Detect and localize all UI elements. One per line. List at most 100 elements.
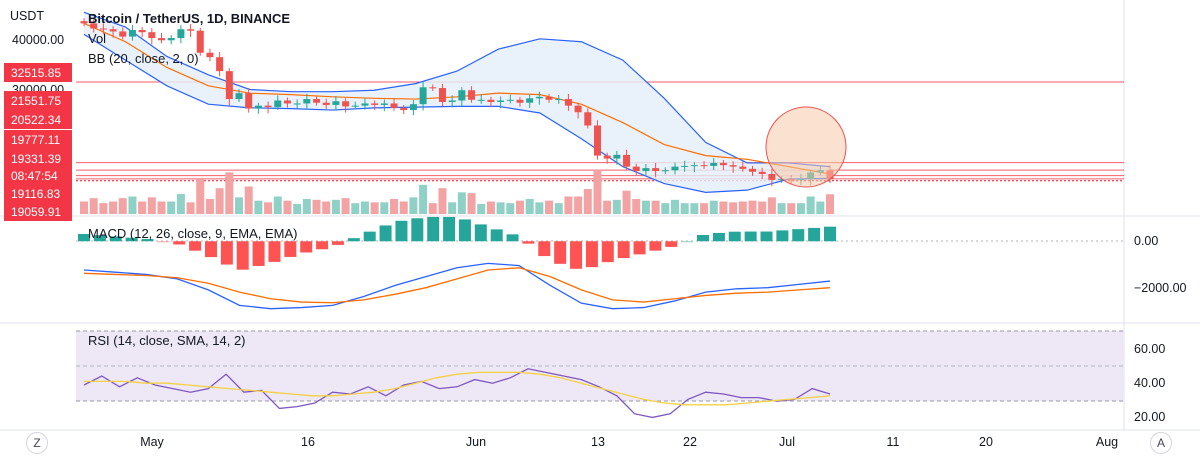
- volume-bar: [477, 204, 486, 214]
- volume-bar: [351, 203, 360, 214]
- candle-body: [187, 29, 195, 31]
- macd-histogram-bar: [204, 241, 217, 258]
- zoom-z-button[interactable]: Z: [26, 432, 48, 454]
- price-tag-bg: [4, 91, 72, 110]
- price-tag-bg: [4, 184, 72, 203]
- candle-body: [448, 100, 456, 102]
- candle-body: [322, 102, 330, 105]
- macd-histogram-bar: [458, 219, 471, 242]
- candle-body: [555, 99, 563, 101]
- macd-histogram-bar: [78, 233, 90, 242]
- candle-body: [158, 38, 166, 41]
- macd-histogram-bar: [490, 229, 503, 242]
- volume-bar: [709, 200, 718, 214]
- macd-signal-line: [83, 267, 831, 304]
- macd-histogram-bar: [760, 231, 773, 242]
- candle-body: [99, 28, 107, 30]
- candle-body: [128, 29, 136, 37]
- bb-fill: [84, 12, 830, 193]
- candle-body: [303, 99, 311, 104]
- volume-bar: [128, 196, 137, 214]
- volume-bar: [312, 199, 321, 214]
- volume-bar: [816, 201, 825, 214]
- bb-upper-line: [83, 11, 831, 168]
- candle-body: [497, 100, 505, 102]
- volume-bar: [244, 186, 253, 214]
- macd-legend[interactable]: MACD (12, 26, close, 9, EMA, EMA): [88, 226, 298, 241]
- volume-bar: [428, 203, 437, 214]
- macd-line: [83, 262, 831, 310]
- volume-bar: [322, 201, 331, 214]
- auto-scale-a-button[interactable]: A: [1150, 432, 1172, 454]
- time-axis-label: 11: [887, 435, 900, 449]
- macd-histogram-bar: [268, 241, 281, 262]
- candle-body: [380, 103, 388, 105]
- volume-bar: [758, 201, 767, 214]
- volume-bar: [486, 201, 495, 214]
- time-axis-label: 20: [979, 435, 993, 449]
- candle-body: [700, 165, 708, 167]
- macd-histogram-bar: [538, 241, 551, 257]
- macd-histogram-bar: [363, 231, 376, 242]
- candle-body: [516, 99, 524, 103]
- volume-bar: [283, 200, 292, 214]
- macd-histogram-bar: [570, 241, 583, 269]
- macd-histogram-bar: [300, 241, 313, 253]
- candle-body: [574, 105, 582, 113]
- price-tags: 32515.85 21551.75 20522.34 19777.11 19331.39…: [4, 63, 72, 221]
- time-axis-label: 22: [683, 435, 697, 449]
- candle-body: [245, 93, 253, 109]
- candle-body: [613, 154, 621, 159]
- price-tag-label: 21551.75: [11, 94, 61, 108]
- rsi-legend[interactable]: RSI (14, close, SMA, 14, 2): [88, 333, 246, 348]
- candle-body: [468, 90, 476, 100]
- volume-bar: [419, 184, 428, 214]
- candle-body: [564, 99, 572, 106]
- macd-histogram-bar: [93, 235, 106, 242]
- volume-bar: [506, 203, 515, 214]
- macd-histogram-bar: [189, 241, 202, 251]
- vol-legend[interactable]: Vol: [88, 31, 106, 46]
- candle-body: [768, 173, 776, 180]
- volume-bar: [273, 196, 282, 214]
- candle-body: [729, 165, 737, 167]
- volume-bar: [225, 172, 234, 214]
- macd-histogram-bar: [712, 232, 725, 242]
- price-tag-label: 19331.39: [11, 152, 61, 166]
- price-tag-bg: [4, 130, 72, 149]
- price-tag-bg: [4, 166, 72, 185]
- candle-body: [603, 155, 611, 159]
- macd-tick-0: 0.00: [1134, 234, 1158, 248]
- time-axis-label: 16: [301, 435, 315, 449]
- macd-histogram-bar: [411, 218, 424, 242]
- volume-bar: [457, 192, 466, 214]
- volume-bar: [806, 196, 815, 214]
- macd-histogram-bar: [808, 227, 821, 242]
- macd-tick-neg2000: −2000.00: [1134, 281, 1187, 295]
- candle-body: [419, 87, 427, 105]
- volume-bar: [496, 202, 505, 214]
- price-tag-label: 08:47:54: [11, 169, 58, 183]
- volume-bar: [826, 194, 834, 214]
- volume-bar: [360, 201, 369, 214]
- candle-body: [758, 171, 766, 174]
- rsi-ma-line: [84, 371, 831, 406]
- candle-body: [690, 165, 698, 167]
- volume-bar: [680, 203, 689, 214]
- volume-bar: [729, 202, 738, 214]
- candle-body: [681, 165, 689, 167]
- candle-body: [458, 90, 466, 101]
- candle-body: [623, 154, 631, 167]
- volume-bar: [612, 199, 621, 214]
- macd-histogram-bar: [617, 241, 630, 259]
- bb-legend[interactable]: BB (20, close, 2, 0): [88, 51, 199, 66]
- volume-bar: [448, 202, 457, 214]
- time-axis-label: Jul: [779, 435, 795, 449]
- macd-histogram-bar: [379, 225, 392, 242]
- volume-bar: [700, 203, 709, 214]
- price-tag-label: 19059.91: [11, 205, 61, 219]
- volume-bars: [80, 170, 834, 214]
- candle-body: [351, 105, 359, 107]
- volume-bar: [176, 194, 185, 214]
